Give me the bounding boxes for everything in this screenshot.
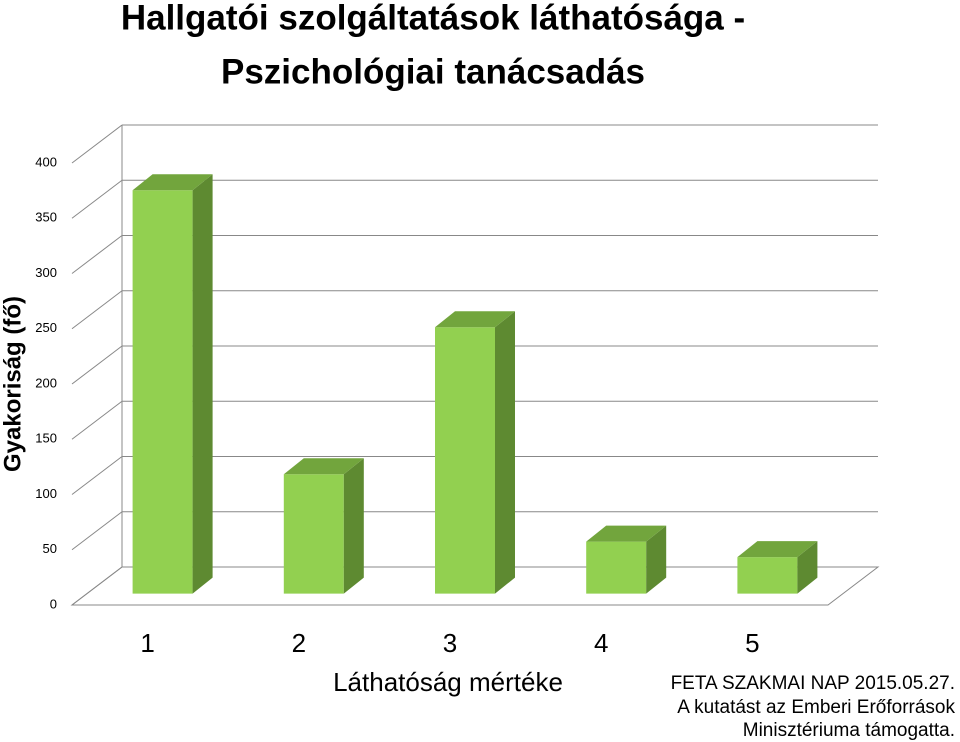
y-tick-label: 0 <box>50 596 57 611</box>
y-tick-label: 250 <box>35 320 57 335</box>
bar <box>586 525 667 594</box>
x-axis-label: Láthatóság mértéke <box>333 667 563 697</box>
bar-face <box>132 190 193 594</box>
x-tick-label: 1 <box>140 628 154 658</box>
y-tick-label: 50 <box>43 541 57 556</box>
y-tick-label: 150 <box>35 431 57 446</box>
grid-line <box>71 456 123 495</box>
x-tick-label: 4 <box>594 628 608 658</box>
bar <box>283 458 364 594</box>
y-tick-label: 300 <box>35 265 57 280</box>
bar-face <box>586 525 667 542</box>
annotation: Minisztériuma támogatta. <box>743 720 955 741</box>
annotation: FETA SZAKMAI NAP 2015.05.27. <box>671 673 955 694</box>
bar-face <box>283 474 344 594</box>
y-tick-label: 100 <box>35 486 57 501</box>
grid-line <box>71 345 123 385</box>
grid-line <box>71 400 123 440</box>
bar-face <box>435 327 495 594</box>
chart-title: Hallgatói szolgáltatások láthatósága - <box>121 0 745 37</box>
bar-face <box>192 174 213 594</box>
bar-face <box>495 311 515 594</box>
x-tick-label: 5 <box>745 628 759 658</box>
x-tick-label: 2 <box>292 628 306 658</box>
y-tick-label: 350 <box>35 210 57 225</box>
grid-line <box>71 290 123 330</box>
bar-face <box>435 311 515 328</box>
y-tick-label: 200 <box>35 375 57 390</box>
grid-line <box>71 566 123 606</box>
bar-face <box>646 525 667 594</box>
y-tick-label: 400 <box>35 154 57 169</box>
bar <box>435 311 515 594</box>
bar-face <box>737 541 818 558</box>
bar-face <box>283 458 364 475</box>
grid-line <box>71 124 123 164</box>
grid-line <box>71 179 123 219</box>
annotation: A kutatást az Emberi Erőforrások <box>677 697 955 718</box>
chart-title: Pszichológiai tanácsadás <box>221 52 645 91</box>
bar <box>737 541 818 594</box>
grid-line <box>71 235 123 274</box>
bar <box>132 174 213 594</box>
bar-face <box>586 541 647 594</box>
bar-face <box>797 541 818 594</box>
bar-face <box>132 174 213 191</box>
y-axis-label: Gyakoriság (fő) <box>0 296 26 472</box>
x-tick-label: 3 <box>443 628 457 658</box>
bar-face <box>343 458 364 594</box>
bar-face <box>737 557 798 594</box>
grid-line <box>71 511 123 551</box>
